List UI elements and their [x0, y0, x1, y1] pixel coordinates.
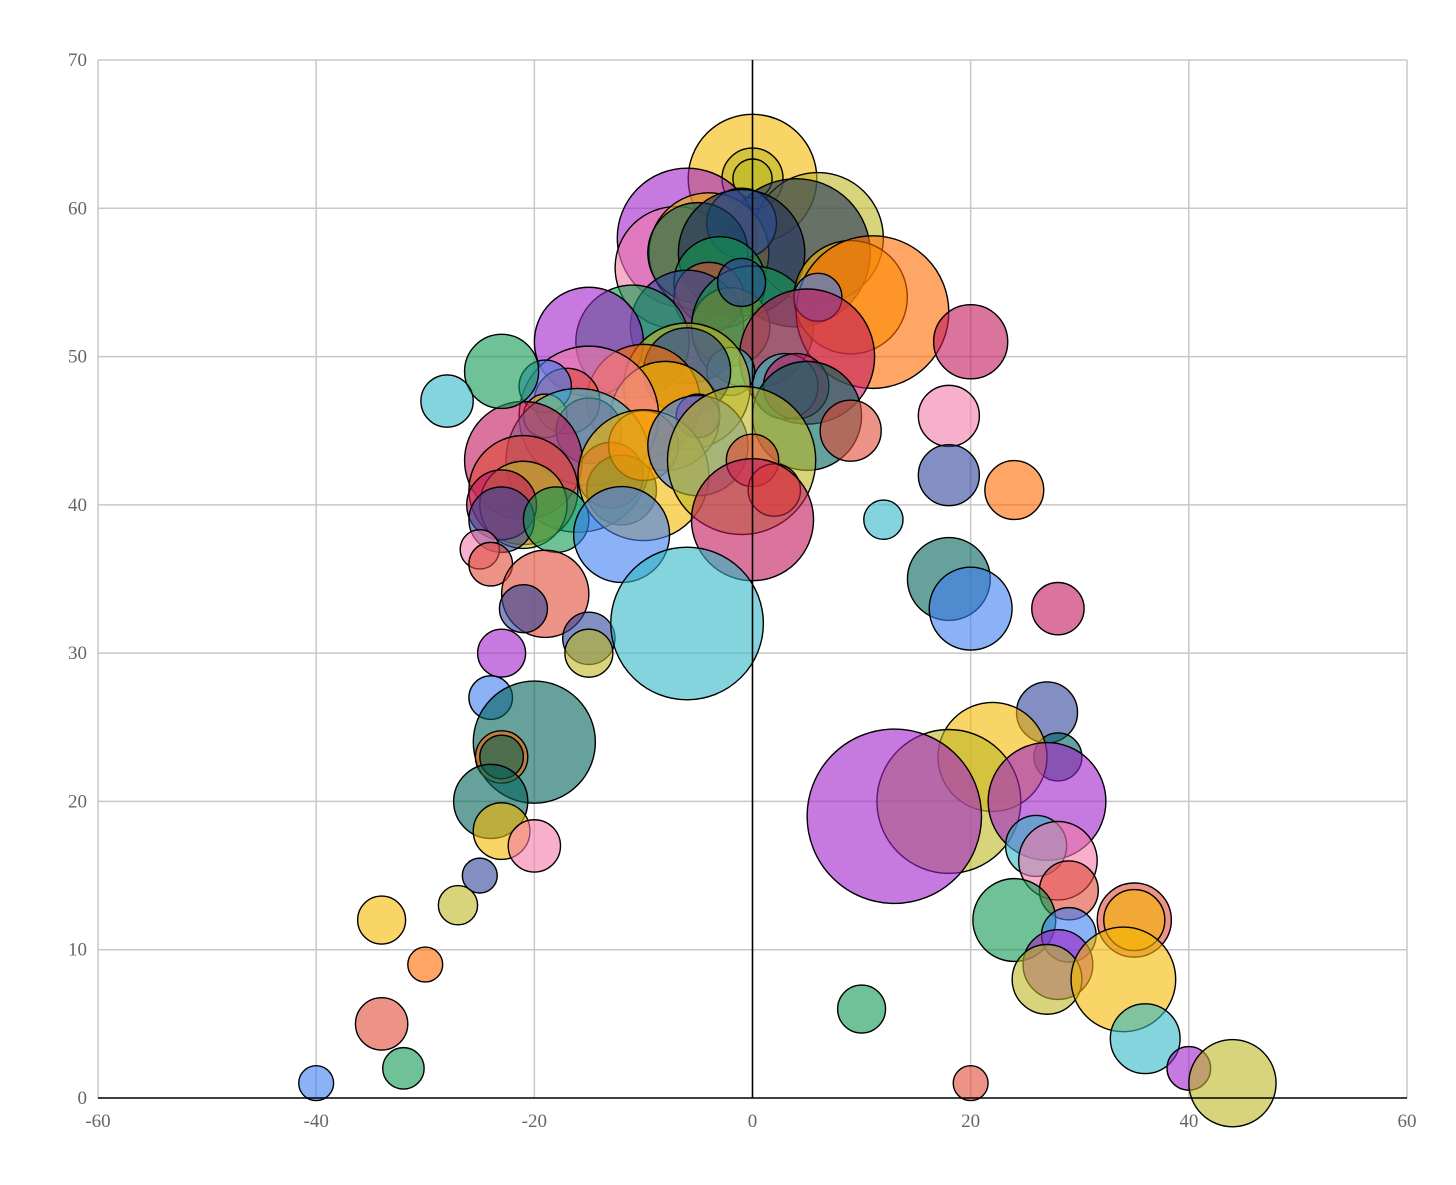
- x-tick-label: 0: [748, 1111, 758, 1132]
- x-tick-label: 40: [1179, 1111, 1198, 1132]
- bubble-point: [354, 996, 409, 1051]
- bubble-layer: [298, 113, 1277, 1128]
- bubble-point: [356, 895, 407, 945]
- bubble-point: [819, 399, 882, 462]
- x-tick-label: 20: [961, 1111, 980, 1132]
- bubble-point: [461, 857, 498, 894]
- x-tick-label: -40: [304, 1111, 329, 1132]
- tick-labels: -60 -40 -20 0 20 40 60 0 10 20 30 40 50 60 70: [68, 50, 1417, 1132]
- bubble-point: [716, 257, 767, 308]
- bubble-point: [564, 628, 614, 678]
- bubble-point: [463, 333, 540, 410]
- bubble-point: [420, 374, 474, 428]
- y-tick-label: 30: [68, 643, 87, 664]
- bubble-point: [836, 984, 887, 1034]
- bubble-point: [476, 628, 527, 678]
- bubble-point: [984, 459, 1045, 521]
- bubble-point: [437, 884, 479, 926]
- bubble-point: [806, 728, 983, 905]
- bubble-point: [917, 443, 981, 507]
- y-tick-label: 0: [78, 1088, 88, 1109]
- bubble-point: [298, 1065, 335, 1102]
- bubble-point: [928, 566, 1013, 651]
- y-tick-label: 70: [68, 50, 87, 71]
- bubble-point: [1109, 1003, 1181, 1075]
- bubble-point: [917, 384, 981, 448]
- bubble-point: [507, 819, 562, 873]
- x-tick-label: 60: [1398, 1111, 1417, 1132]
- bubble-point: [407, 946, 444, 983]
- y-tick-label: 20: [68, 791, 87, 812]
- bubble-point: [863, 499, 904, 541]
- bubble-point: [382, 1046, 425, 1090]
- bubble-point: [1188, 1038, 1277, 1128]
- bubble-point: [1031, 581, 1085, 636]
- x-tick-label: -60: [85, 1111, 110, 1132]
- y-tick-label: 10: [68, 940, 87, 961]
- bubble-point: [952, 1065, 989, 1102]
- bubble-point: [498, 583, 549, 634]
- bubble-point: [932, 303, 1009, 380]
- x-tick-label: -20: [522, 1111, 547, 1132]
- y-tick-label: 60: [68, 198, 87, 219]
- bubble-point: [572, 485, 671, 584]
- y-tick-label: 50: [68, 347, 87, 368]
- axes: [98, 60, 1407, 1099]
- y-tick-label: 40: [68, 495, 87, 516]
- bubble-point: [610, 546, 765, 701]
